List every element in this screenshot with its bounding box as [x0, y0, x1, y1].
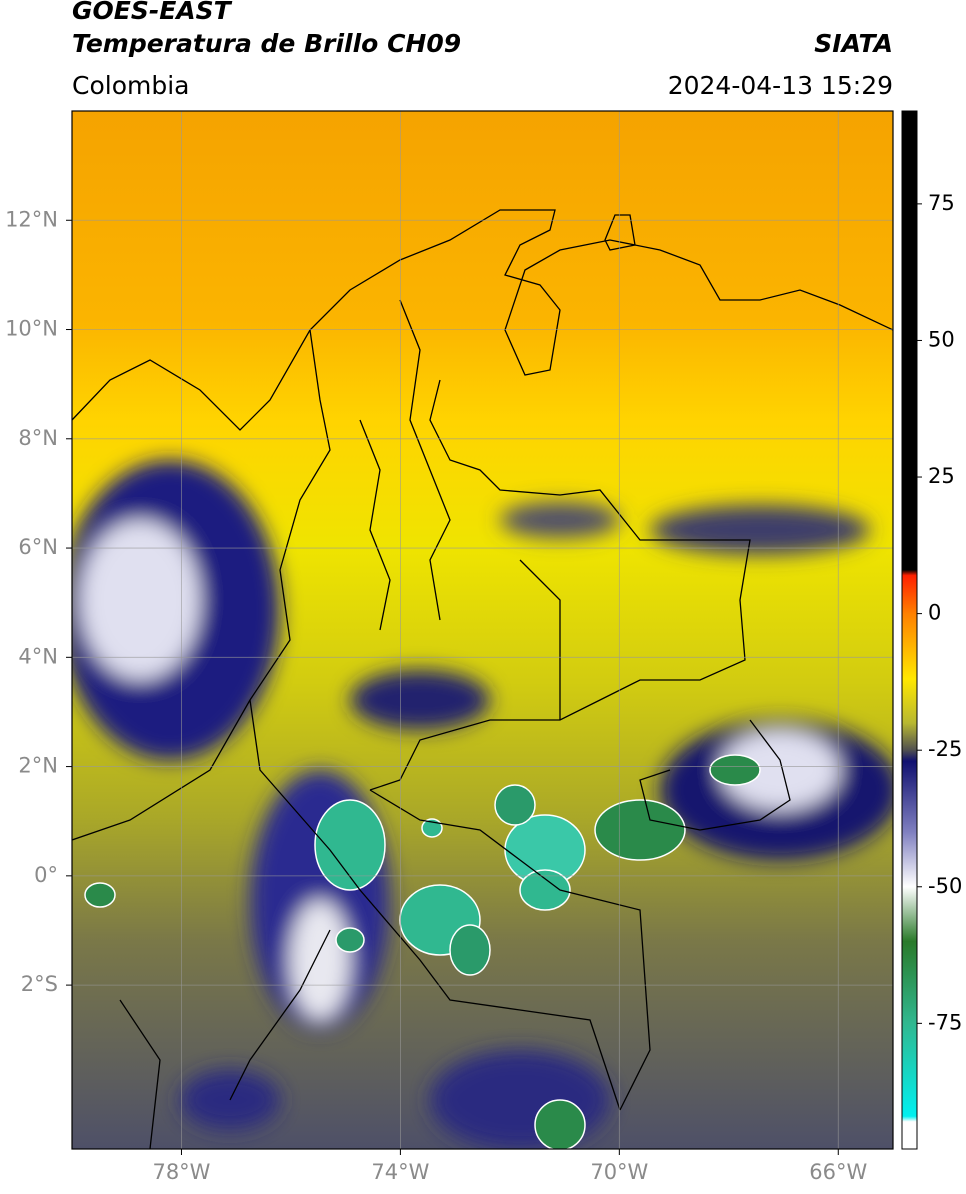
cloud-tops: [72, 460, 893, 1149]
source: SIATA: [814, 29, 893, 58]
colorbar-tick-label: 25: [928, 464, 955, 488]
colorbar-tick-label: -75: [928, 1010, 962, 1034]
map-frame: [71, 110, 894, 1150]
y-tick-label: 2°N: [18, 754, 58, 778]
y-tick-label: 12°N: [5, 207, 58, 231]
y-tick-label: 4°N: [18, 644, 58, 668]
colorbar-tick-label: 0: [928, 601, 941, 625]
colorbar-tick-label: -50: [928, 874, 962, 898]
x-tick-label: 70°W: [590, 1160, 648, 1184]
graticule: [72, 111, 893, 1149]
y-tick-label: 10°N: [5, 317, 58, 341]
region: Colombia: [72, 71, 189, 100]
subtitle: Temperatura de Brillo CH09: [72, 29, 461, 58]
colorbar-tick-label: -25: [928, 737, 962, 761]
x-tick-label: 78°W: [152, 1160, 210, 1184]
colorbar-tick-label: 75: [928, 191, 955, 215]
x-tick-label: 66°W: [809, 1160, 867, 1184]
y-tick-label: 8°N: [18, 426, 58, 450]
colorbar-tick-label: 50: [928, 327, 955, 351]
y-tick-label: 2°S: [21, 972, 58, 996]
colorbar: [901, 110, 918, 1150]
title: GOES-EAST: [72, 0, 233, 25]
y-tick-label: 0°: [34, 863, 58, 887]
y-tick-label: 6°N: [18, 535, 58, 559]
timestamp: 2024-04-13 15:29: [668, 71, 893, 100]
x-tick-label: 74°W: [371, 1160, 429, 1184]
coastlines-borders: [72, 209, 893, 1149]
cold-cores: [84, 754, 761, 1149]
satellite-image: [72, 111, 893, 1149]
